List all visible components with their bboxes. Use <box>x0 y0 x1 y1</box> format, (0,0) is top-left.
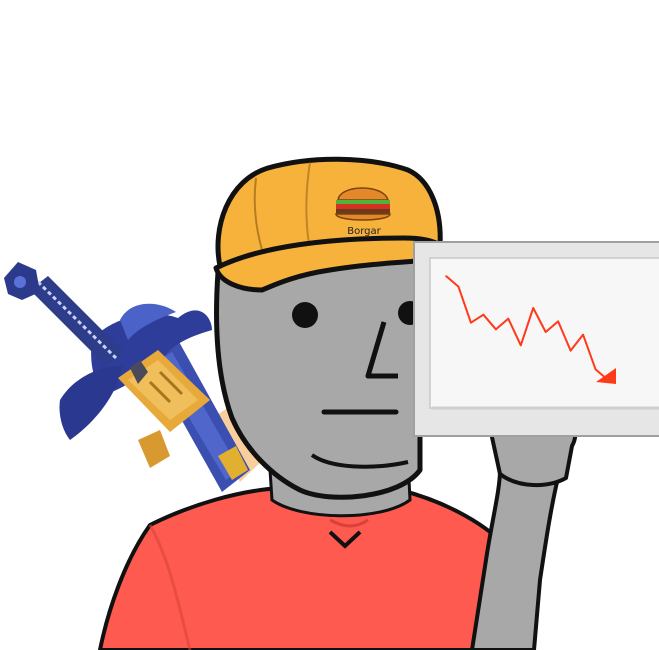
cap-label: Borgar <box>347 226 381 237</box>
nose <box>365 321 398 379</box>
trend-point-2 <box>470 321 472 324</box>
trend-point-8 <box>544 331 547 333</box>
trend-point-7 <box>532 307 535 309</box>
sword-icon <box>4 262 268 492</box>
chart-board <box>413 241 659 437</box>
down-trend-arrow-icon <box>596 368 616 384</box>
trend-point-12 <box>594 368 597 371</box>
jaw-line <box>310 453 409 469</box>
trend-point-5 <box>507 317 510 320</box>
trend-point-9 <box>557 320 559 323</box>
trend-point-6 <box>519 344 522 347</box>
trend-point-10 <box>569 349 572 352</box>
chart-plot <box>445 275 609 381</box>
trend-line <box>445 275 609 381</box>
left-eye <box>292 302 318 328</box>
trend-point-11 <box>582 333 584 336</box>
trend-point-0 <box>445 275 447 277</box>
burger-icon <box>335 187 391 221</box>
trend-point-4 <box>495 328 497 331</box>
arm <box>470 402 578 650</box>
borgar-cap: Borgar <box>213 156 451 293</box>
trend-point-3 <box>482 313 485 316</box>
trend-point-1 <box>457 285 460 288</box>
